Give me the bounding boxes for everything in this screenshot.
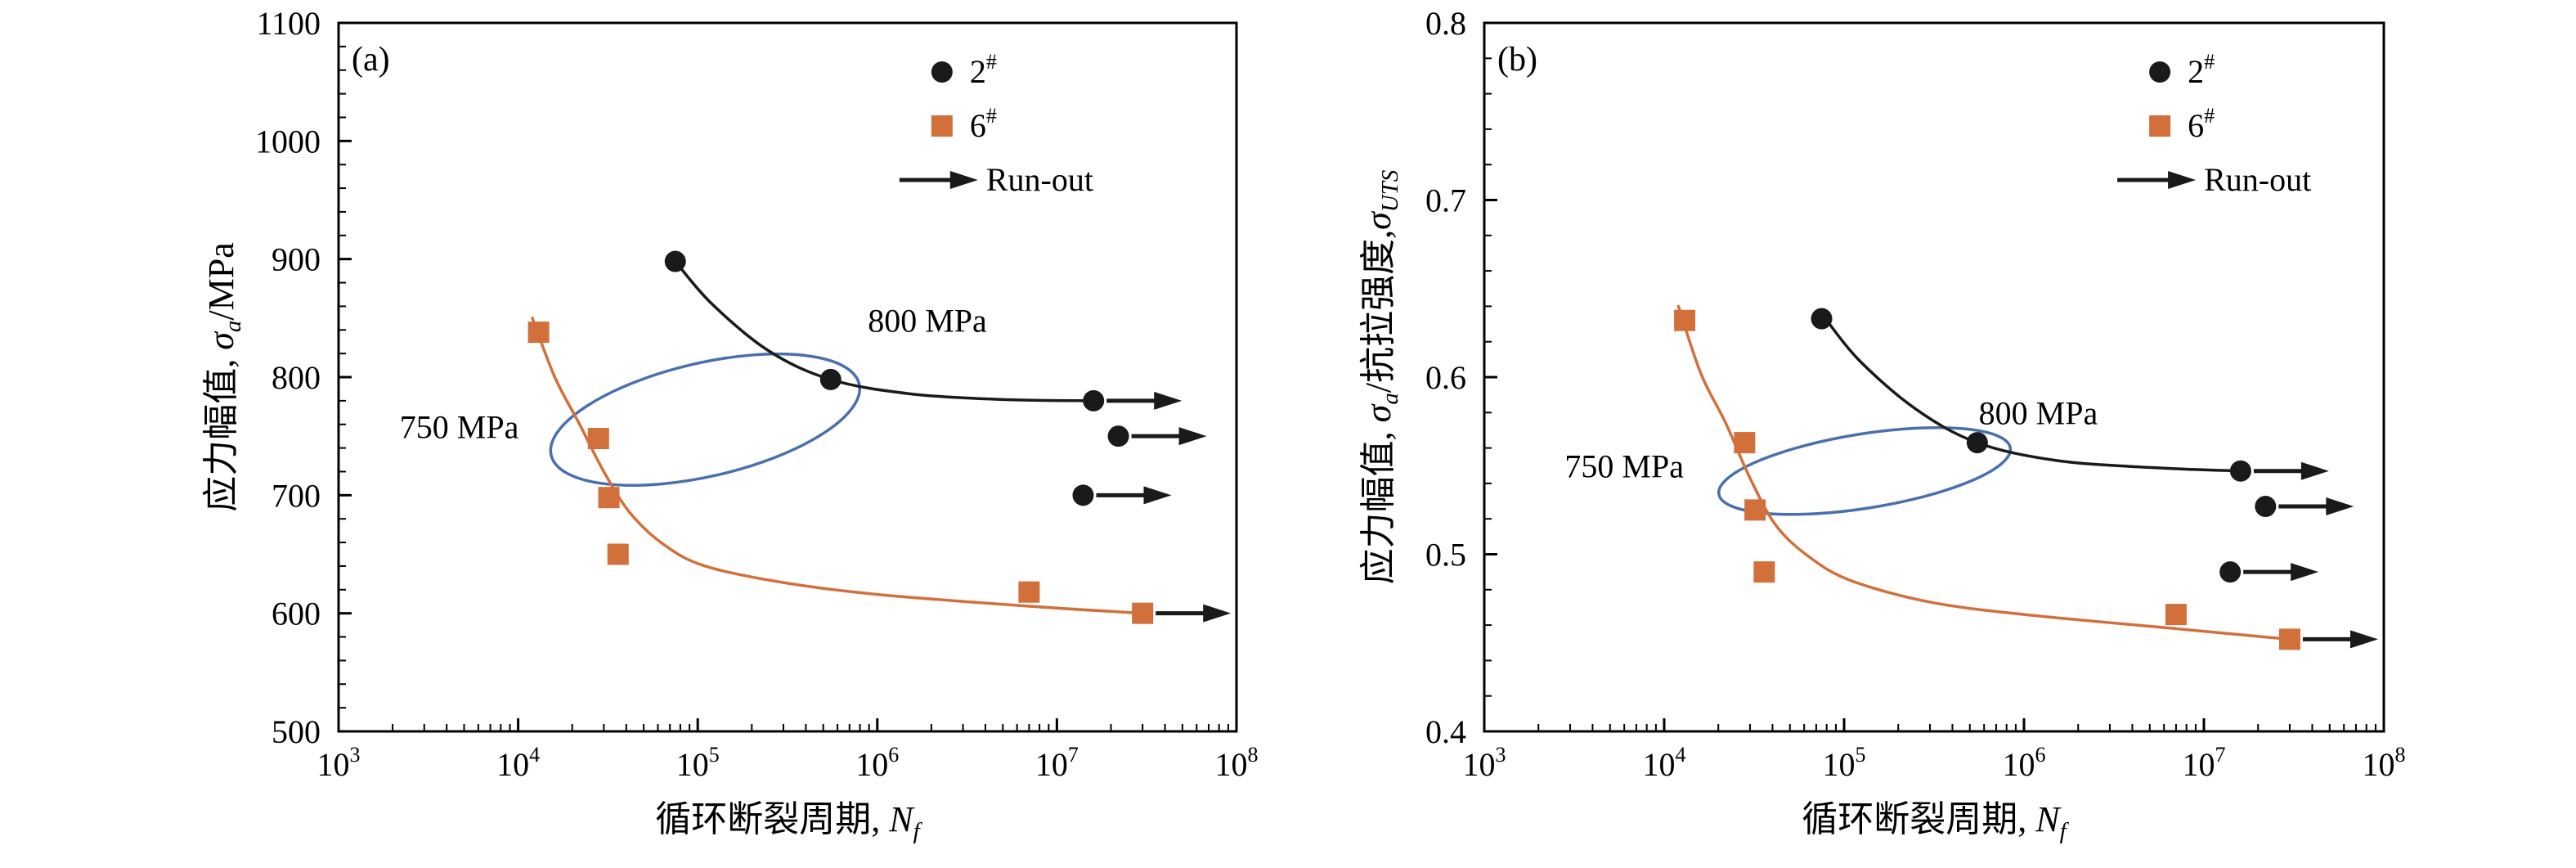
x-tick-label: 103: [1463, 743, 1506, 783]
annotation-800-mpa: 800 MPa: [1979, 394, 2098, 431]
data-point-6hash: [1734, 432, 1756, 454]
data-point-2hash: [1107, 425, 1129, 447]
data-point-6hash: [1132, 602, 1154, 624]
data-point-6hash: [1753, 561, 1775, 583]
y-tick-label: 0.5: [1425, 537, 1466, 573]
panel-b: 800 MPa 750 MPa 103 104 105 106 107 108 0.4 0.5 0.…: [1358, 5, 2406, 844]
legend-marker-square: [2149, 115, 2171, 137]
x-tick-label: 106: [2003, 743, 2046, 783]
trend-curve-6hash: [1676, 304, 2291, 641]
data-point-2hash: [1083, 389, 1105, 412]
y-tick-label: 0.4: [1425, 713, 1466, 750]
x-tick-label: 105: [676, 743, 720, 783]
runout-arrow-head: [2349, 630, 2378, 649]
y-axis-label: 应力幅值, σa/抗拉强度,σUTS: [1358, 169, 1403, 584]
y-tick-label: 0.6: [1425, 359, 1466, 396]
x-tick-label: 104: [1643, 743, 1686, 783]
x-tick-label: 107: [1035, 743, 1079, 783]
data-point-2hash: [1966, 432, 1988, 454]
trend-curve-2hash: [1820, 312, 2242, 473]
legend-label: 6#: [2188, 104, 2215, 144]
y-tick-label: 600: [272, 596, 321, 632]
y-tick-label: 800: [272, 359, 321, 396]
runout-arrow-head: [2300, 461, 2329, 480]
legend-label: 2#: [2188, 50, 2215, 90]
x-tick-label: 108: [2363, 743, 2406, 783]
annotation-800-mpa: 800 MPa: [868, 303, 987, 340]
legend-label: 2#: [970, 50, 997, 90]
data-point-2hash: [819, 368, 841, 390]
data-point-6hash: [1674, 309, 1696, 331]
data-point-6hash: [1744, 499, 1766, 521]
y-tick-label: 0.8: [1425, 5, 1466, 42]
legend-label: 6#: [970, 104, 997, 144]
data-point-6hash: [587, 428, 609, 450]
y-tick-label: 500: [272, 713, 321, 750]
x-axis-label: 循环断裂周期, Nf: [655, 799, 922, 844]
data-point-2hash: [2255, 496, 2277, 518]
annotation-750-mpa: 750 MPa: [1564, 447, 1684, 484]
annotation-750-mpa: 750 MPa: [400, 409, 519, 446]
y-tick-label: 900: [272, 241, 321, 278]
data-point-2hash: [2229, 460, 2251, 482]
data-point-6hash: [598, 487, 620, 509]
y-tick-label: 700: [272, 477, 321, 514]
x-tick-label: 106: [855, 743, 899, 783]
plot-border: [337, 21, 1238, 733]
y-tick-label: 1000: [255, 123, 321, 160]
legend-marker-circle: [2149, 61, 2171, 83]
runout-arrow-head: [2326, 497, 2354, 516]
data-point-6hash: [1018, 581, 1040, 603]
panel-label: (b): [1497, 41, 1537, 79]
panel-label: (a): [352, 41, 390, 79]
y-tick-label: 1100: [256, 5, 321, 42]
x-tick-label: 107: [2183, 743, 2226, 783]
y-axis-label: 应力幅值, σa/MPa: [201, 242, 246, 512]
runout-arrow-head: [1143, 486, 1172, 505]
runout-arrow-head: [1178, 427, 1207, 446]
runout-arrow-head: [1154, 391, 1183, 410]
legend-marker-square: [931, 115, 953, 137]
data-point-6hash: [607, 543, 629, 565]
y-tick-label: 0.7: [1425, 182, 1466, 219]
legend-runout-arrow-head: [2168, 171, 2197, 189]
x-tick-label: 104: [496, 743, 540, 783]
legend-marker-circle: [931, 61, 953, 83]
legend-label: Run-out: [2204, 161, 2311, 198]
data-point-6hash: [527, 322, 550, 344]
data-point-2hash: [664, 250, 686, 272]
plot-border: [1483, 21, 2385, 733]
highlight-ellipse: [549, 352, 861, 488]
data-point-2hash: [1072, 484, 1094, 506]
x-axis-label: 循环断裂周期, Nf: [1802, 799, 2069, 844]
runout-arrow-head: [2291, 563, 2319, 582]
trend-curve-6hash: [531, 317, 1144, 615]
x-tick-label: 108: [1215, 743, 1259, 783]
legend-runout-arrow-head: [949, 171, 978, 189]
x-tick-label: 103: [317, 743, 361, 783]
data-point-2hash: [1811, 308, 1833, 330]
data-point-2hash: [2219, 561, 2242, 583]
highlight-ellipse: [1717, 425, 2013, 516]
panel-a: 800 MPa 750 MPa 103 104 105 106 107 108 500 600 70…: [201, 5, 1259, 844]
x-tick-label: 105: [1823, 743, 1866, 783]
data-point-6hash: [2278, 628, 2300, 650]
runout-arrow-head: [1203, 604, 1232, 623]
legend-label: Run-out: [986, 161, 1093, 198]
data-point-6hash: [2165, 604, 2187, 626]
